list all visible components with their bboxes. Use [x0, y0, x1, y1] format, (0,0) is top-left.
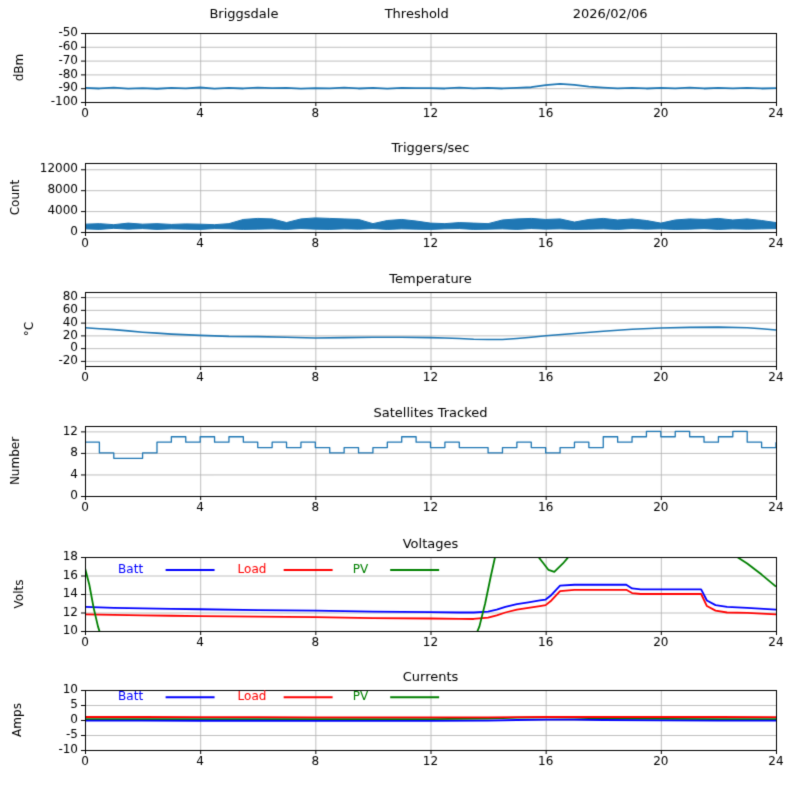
temperature-panel	[0, 260, 800, 395]
triggers-chart	[0, 130, 800, 260]
currents-panel	[0, 660, 800, 800]
voltages-panel	[0, 525, 800, 660]
threshold-panel	[0, 0, 800, 130]
satellites-panel	[0, 395, 800, 525]
temperature-chart	[0, 260, 800, 395]
voltages-chart	[0, 525, 800, 660]
currents-chart	[0, 660, 800, 800]
threshold-chart	[0, 0, 800, 130]
triggers-panel	[0, 130, 800, 260]
satellites-chart	[0, 395, 800, 525]
